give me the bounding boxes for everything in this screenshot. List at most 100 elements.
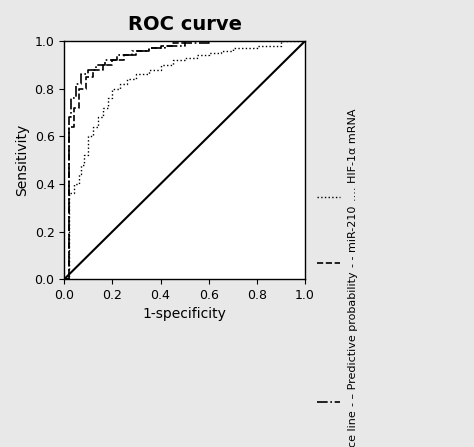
- - miR-210	[254, 38, 260, 44]
.... HIF-1α mRNA	[278, 43, 284, 49]
- - miR-210	[71, 124, 77, 130]
.... HIF-1α mRNA	[71, 181, 77, 186]
.... HIF-1α mRNA	[85, 153, 91, 158]
.... HIF-1α mRNA	[302, 38, 308, 44]
- – Predictive probability	[129, 48, 135, 53]
.... HIF-1α mRNA	[100, 105, 106, 110]
- - miR-210	[302, 38, 308, 44]
- - miR-210	[76, 86, 82, 91]
- - miR-210	[83, 74, 89, 80]
.... HIF-1α mRNA	[91, 124, 96, 130]
- - miR-210	[100, 62, 106, 67]
.... HIF-1α mRNA	[206, 51, 211, 56]
.... HIF-1α mRNA	[105, 96, 110, 101]
.... HIF-1α mRNA	[95, 124, 101, 130]
- - miR-210	[83, 86, 89, 91]
.... HIF-1α mRNA	[194, 53, 200, 58]
.... HIF-1α mRNA	[91, 134, 96, 139]
- – Predictive probability	[66, 114, 72, 120]
Title: ROC curve: ROC curve	[128, 15, 242, 34]
Line: - – Predictive probability: - – Predictive probability	[64, 41, 305, 279]
- – Predictive probability	[146, 48, 151, 53]
.... HIF-1α mRNA	[230, 46, 236, 51]
- - miR-210	[66, 276, 72, 282]
- – Predictive probability	[163, 43, 168, 49]
Line: - - miR-210: - - miR-210	[64, 41, 305, 279]
X-axis label: 1-specificity: 1-specificity	[143, 308, 227, 321]
- – Predictive probability	[102, 58, 108, 63]
- - miR-210	[109, 58, 115, 63]
- - miR-210	[158, 46, 164, 51]
- - miR-210	[170, 43, 175, 49]
.... HIF-1α mRNA	[254, 46, 260, 51]
.... HIF-1α mRNA	[134, 76, 139, 82]
- – Predictive probability	[182, 41, 188, 46]
.... HIF-1α mRNA	[66, 276, 72, 282]
.... HIF-1α mRNA	[76, 172, 82, 177]
- - miR-210	[230, 38, 236, 44]
- - miR-210	[122, 53, 128, 58]
.... HIF-1α mRNA	[81, 162, 86, 168]
- – Predictive probability	[278, 38, 284, 44]
- - miR-210	[254, 38, 260, 44]
.... HIF-1α mRNA	[78, 162, 84, 168]
- – Predictive probability	[129, 53, 135, 58]
.... HIF-1α mRNA	[100, 114, 106, 120]
.... HIF-1α mRNA	[182, 58, 188, 63]
- – Predictive probability	[146, 46, 151, 51]
.... HIF-1α mRNA	[109, 96, 115, 101]
- - miR-210	[66, 124, 72, 130]
- - miR-210	[230, 38, 236, 44]
- – Predictive probability	[69, 114, 74, 120]
- – Predictive probability	[69, 96, 74, 101]
- - miR-210	[146, 46, 151, 51]
.... HIF-1α mRNA	[218, 51, 224, 56]
.... HIF-1α mRNA	[81, 153, 86, 158]
- - miR-210	[170, 41, 175, 46]
- – Predictive probability	[78, 81, 84, 87]
- - miR-210	[182, 38, 188, 44]
- - miR-210	[206, 38, 211, 44]
- – Predictive probability	[66, 276, 72, 282]
.... HIF-1α mRNA	[124, 81, 130, 87]
- – Predictive probability	[114, 58, 120, 63]
.... HIF-1α mRNA	[71, 191, 77, 196]
.... HIF-1α mRNA	[158, 62, 164, 67]
- – Predictive probability	[73, 96, 79, 101]
.... HIF-1α mRNA	[95, 114, 101, 120]
- – Predictive probability	[230, 38, 236, 44]
.... HIF-1α mRNA	[62, 276, 67, 282]
- – Predictive probability	[254, 38, 260, 44]
.... HIF-1α mRNA	[182, 55, 188, 60]
.... HIF-1α mRNA	[158, 67, 164, 72]
.... HIF-1α mRNA	[146, 67, 151, 72]
.... HIF-1α mRNA	[170, 58, 175, 63]
- – Predictive probability	[278, 38, 284, 44]
- - miR-210	[182, 41, 188, 46]
- – Predictive probability	[230, 38, 236, 44]
Line: .... HIF-1α mRNA: .... HIF-1α mRNA	[64, 41, 305, 279]
- - miR-210	[71, 105, 77, 110]
- - miR-210	[76, 105, 82, 110]
.... HIF-1α mRNA	[134, 72, 139, 77]
- - miR-210	[91, 74, 96, 80]
.... HIF-1α mRNA	[117, 81, 122, 87]
- – Predictive probability	[302, 38, 308, 44]
- – Predictive probability	[114, 53, 120, 58]
- - miR-210	[91, 67, 96, 72]
- – Predictive probability	[62, 276, 67, 282]
.... HIF-1α mRNA	[194, 55, 200, 60]
.... HIF-1α mRNA	[85, 134, 91, 139]
.... HIF-1α mRNA	[78, 172, 84, 177]
.... HIF-1α mRNA	[117, 86, 122, 91]
- – Predictive probability	[254, 38, 260, 44]
- - miR-210	[278, 38, 284, 44]
- - miR-210	[122, 58, 128, 63]
- - miR-210	[62, 276, 67, 282]
- – Predictive probability	[85, 67, 91, 72]
- – Predictive probability	[206, 38, 211, 44]
- - miR-210	[206, 38, 211, 44]
- – Predictive probability	[78, 72, 84, 77]
.... HIF-1α mRNA	[146, 72, 151, 77]
- – Predictive probability	[102, 62, 108, 67]
